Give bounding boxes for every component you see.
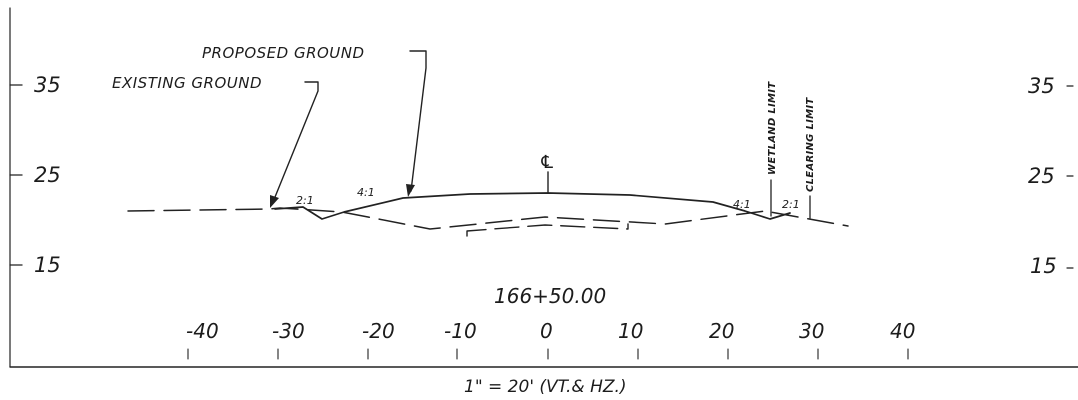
offset-tick-label: 30 bbox=[799, 319, 824, 343]
slope-label-left-outer: 2:1 bbox=[296, 194, 314, 207]
elev-right-35: 35 bbox=[1028, 74, 1055, 98]
existing-ground-leader bbox=[272, 81, 319, 203]
existing-ground-lower-line bbox=[466, 223, 629, 237]
right-elevation-scale: 35 25 15 bbox=[1028, 74, 1074, 278]
clearing-limit-label: CLEARING LIMIT bbox=[805, 97, 816, 192]
offset-tick-label: 40 bbox=[890, 319, 915, 343]
offset-tick-label: -30 bbox=[272, 319, 305, 343]
proposed-ground-arrowhead bbox=[406, 184, 415, 197]
offset-tick-label: 20 bbox=[709, 319, 734, 343]
station-label: 166+50.00 bbox=[494, 284, 606, 308]
elev-right-15: 15 bbox=[1030, 254, 1057, 278]
offset-scale: -40 -30 -20 -10 0 10 20 30 40 bbox=[186, 319, 915, 360]
slope-label-right-inner: 4:1 bbox=[733, 198, 751, 211]
elev-left-15: 15 bbox=[34, 253, 61, 277]
offset-tick-label: 10 bbox=[618, 319, 643, 343]
slope-label-right-outer: 2:1 bbox=[782, 198, 800, 211]
elev-left-25: 25 bbox=[34, 163, 61, 187]
left-elevation-scale: 35 25 15 bbox=[9, 73, 61, 277]
offset-tick-label: 0 bbox=[540, 319, 553, 343]
existing-ground-label: EXISTING GROUND bbox=[112, 74, 262, 92]
centerline-symbol: ℄ bbox=[539, 152, 555, 173]
slope-label-left-inner: 4:1 bbox=[357, 186, 375, 199]
proposed-ground-label: PROPOSED GROUND bbox=[202, 44, 365, 62]
proposed-ground-leader bbox=[409, 50, 427, 192]
elev-right-25: 25 bbox=[1028, 164, 1055, 188]
proposed-ground-line bbox=[274, 192, 791, 220]
offset-tick-label: -20 bbox=[362, 319, 395, 343]
offset-tick-label: -10 bbox=[444, 319, 477, 343]
wetland-limit-label: WETLAND LIMIT bbox=[767, 81, 778, 175]
scale-note: 1" = 20' (VT.& HZ.) bbox=[464, 377, 627, 397]
offset-tick-label: -40 bbox=[186, 319, 219, 343]
existing-ground-arrowhead bbox=[270, 195, 279, 208]
existing-ground-line bbox=[127, 207, 849, 230]
elev-left-35: 35 bbox=[34, 73, 61, 97]
